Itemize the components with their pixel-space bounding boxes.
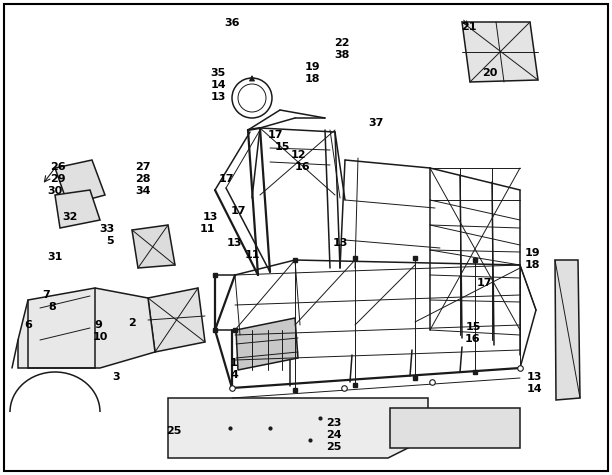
Text: 1: 1 — [230, 358, 238, 368]
Text: 35: 35 — [211, 68, 226, 78]
Text: 13: 13 — [332, 238, 348, 248]
Text: 25: 25 — [326, 442, 341, 452]
Text: 14: 14 — [526, 384, 542, 394]
Text: 27: 27 — [135, 162, 151, 172]
Text: 19: 19 — [304, 62, 320, 72]
Text: 32: 32 — [62, 212, 78, 222]
Text: 12: 12 — [290, 150, 306, 160]
Text: 29: 29 — [50, 174, 66, 184]
Text: 16: 16 — [294, 162, 310, 172]
Text: 10: 10 — [92, 332, 108, 342]
Text: 8: 8 — [48, 302, 56, 312]
Text: 2: 2 — [128, 318, 136, 328]
Text: 34: 34 — [135, 186, 151, 196]
Text: 37: 37 — [368, 118, 384, 128]
Text: 18: 18 — [304, 74, 319, 84]
Text: 15: 15 — [465, 322, 480, 332]
Text: 31: 31 — [47, 252, 62, 262]
Text: 13: 13 — [211, 92, 226, 102]
Text: 13: 13 — [203, 212, 218, 222]
Text: 17: 17 — [476, 278, 492, 288]
Text: 13: 13 — [526, 372, 542, 382]
Polygon shape — [462, 22, 538, 82]
Text: 30: 30 — [47, 186, 62, 196]
Text: 9: 9 — [94, 320, 102, 330]
Polygon shape — [168, 398, 428, 458]
Text: 6: 6 — [24, 320, 32, 330]
Text: 17: 17 — [218, 174, 234, 184]
Text: 3: 3 — [112, 372, 120, 382]
Text: 7: 7 — [42, 290, 50, 300]
Text: 26: 26 — [50, 162, 66, 172]
Polygon shape — [132, 225, 175, 268]
Text: 16: 16 — [465, 334, 481, 344]
Text: 13: 13 — [226, 238, 242, 248]
Text: 38: 38 — [334, 50, 349, 60]
Text: 19: 19 — [524, 248, 540, 258]
Text: 22: 22 — [334, 38, 349, 48]
Text: 14: 14 — [210, 80, 226, 90]
Text: 36: 36 — [224, 18, 240, 28]
Text: 17: 17 — [267, 130, 283, 140]
Text: 33: 33 — [99, 224, 114, 234]
Text: 17: 17 — [230, 206, 246, 216]
Text: 23: 23 — [326, 418, 341, 428]
Text: 20: 20 — [482, 68, 498, 78]
Text: 24: 24 — [326, 430, 342, 440]
Text: 25: 25 — [166, 426, 182, 436]
Polygon shape — [555, 260, 580, 400]
Polygon shape — [55, 190, 100, 228]
Text: 15: 15 — [274, 142, 289, 152]
Text: 28: 28 — [135, 174, 151, 184]
Polygon shape — [390, 408, 520, 448]
Polygon shape — [18, 288, 155, 368]
Polygon shape — [148, 288, 205, 352]
Polygon shape — [236, 318, 298, 370]
Text: 4: 4 — [230, 370, 238, 380]
Text: 11: 11 — [200, 224, 215, 234]
Polygon shape — [55, 160, 105, 205]
Text: 5: 5 — [106, 236, 114, 246]
Text: 21: 21 — [461, 22, 477, 32]
Text: 18: 18 — [524, 260, 540, 270]
Text: 11: 11 — [244, 250, 259, 260]
